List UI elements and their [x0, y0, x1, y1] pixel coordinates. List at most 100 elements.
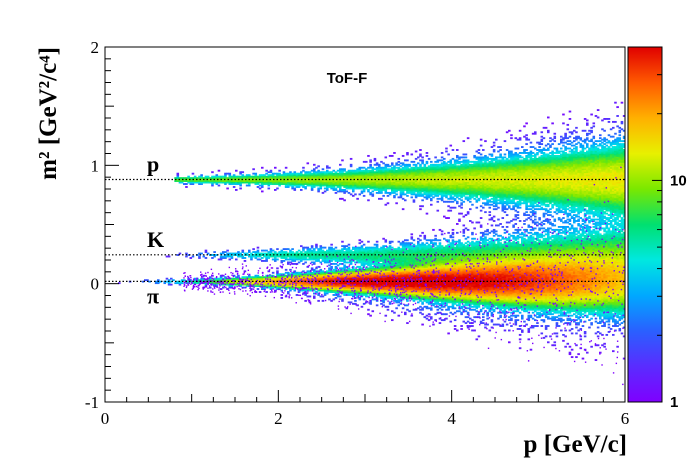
heat-cell [310, 276, 314, 279]
heat-cell [419, 311, 422, 314]
heat-cell [308, 184, 312, 187]
heat-cell [235, 252, 238, 255]
heat-cell [360, 184, 364, 187]
heat-cell [343, 168, 346, 171]
heat-cell [267, 181, 271, 184]
heat-cell [362, 277, 366, 280]
heat-cell [328, 251, 331, 254]
heat-cell [330, 257, 333, 259]
heat-cell [386, 165, 390, 168]
heat-cell [373, 285, 377, 288]
heat-cell [291, 180, 294, 183]
heat-cell [317, 285, 320, 288]
heat-cell [321, 274, 325, 277]
heat-cell [410, 190, 414, 193]
heat-cell [430, 177, 433, 180]
heat-cell [267, 180, 271, 183]
heat-cell [399, 194, 403, 197]
heat-cell [248, 183, 251, 185]
heat-cell [302, 249, 305, 252]
heat-cell [198, 180, 201, 183]
heat-cell [326, 177, 329, 180]
heat-cell [321, 177, 325, 180]
heat-cell [308, 271, 312, 274]
heat-cell [310, 187, 314, 190]
heat-cell [352, 177, 355, 180]
heat-cell [432, 285, 435, 288]
heat-cell [404, 187, 407, 190]
heat-cell [430, 240, 433, 243]
heat-cell [243, 178, 247, 181]
heat-cell [384, 239, 388, 242]
heat-cell [323, 280, 327, 283]
heat-cell [412, 168, 416, 171]
heat-cell [393, 165, 396, 168]
heat-cell [434, 261, 437, 264]
heat-cell [360, 246, 364, 249]
heat-cell [328, 175, 331, 178]
heat-cell [371, 187, 375, 190]
heat-cell [393, 311, 396, 314]
heat-cell [297, 277, 301, 280]
heat-cell [417, 240, 420, 243]
heat-cell [410, 258, 414, 261]
heat-cell [265, 175, 268, 178]
heat-cell [354, 248, 357, 251]
heat-cell [412, 258, 416, 261]
heat-cell [414, 193, 418, 196]
heat-cell [265, 177, 268, 180]
heat-cell [371, 180, 375, 183]
heat-cell [302, 262, 305, 265]
heat-cell [332, 262, 336, 265]
heat-cell [341, 289, 344, 292]
heat-cell [308, 177, 312, 180]
heat-cell [243, 181, 247, 184]
heat-cell [397, 291, 401, 293]
heat-cell [193, 277, 197, 280]
heat-cell [367, 255, 370, 258]
heat-cell [425, 282, 429, 285]
heat-cell [438, 273, 442, 276]
heat-cell [319, 180, 323, 183]
heat-cell [306, 171, 310, 174]
heat-cell [430, 299, 433, 302]
heat-cell [399, 181, 403, 184]
heat-cell [375, 189, 379, 191]
heat-cell [410, 184, 414, 187]
heat-cell [386, 194, 390, 197]
heat-cell [419, 298, 422, 301]
heat-cell [358, 187, 362, 190]
heat-cell [341, 172, 344, 175]
heat-cell [401, 282, 405, 285]
heat-cell [421, 181, 424, 184]
heat-cell [226, 252, 229, 255]
heat-cell [404, 313, 407, 316]
heat-cell [354, 302, 357, 305]
heat-cell [319, 183, 323, 185]
heat-cell [319, 249, 323, 252]
heat-cell [417, 249, 420, 252]
heat-cell [256, 249, 260, 252]
heat-cell [267, 255, 271, 258]
heat-cell [219, 288, 223, 290]
heat-cell [293, 260, 297, 262]
heat-cell [232, 177, 236, 180]
heat-cell [434, 165, 437, 168]
heat-cell [440, 177, 444, 180]
heat-cell [362, 292, 366, 295]
heat-cell [432, 257, 435, 259]
heat-cell [427, 168, 431, 171]
heat-cell [336, 254, 340, 256]
heat-cell [404, 245, 407, 248]
heat-cell [174, 180, 177, 183]
heat-cell [284, 248, 288, 251]
heat-cell [414, 280, 418, 283]
heat-cell [371, 294, 375, 296]
heat-cell [263, 254, 266, 256]
heat-cell [451, 231, 455, 234]
heat-cell [293, 285, 297, 288]
heat-cell [406, 174, 409, 177]
heat-cell [224, 277, 227, 280]
heat-cell [414, 274, 418, 277]
heat-cell [427, 262, 431, 265]
